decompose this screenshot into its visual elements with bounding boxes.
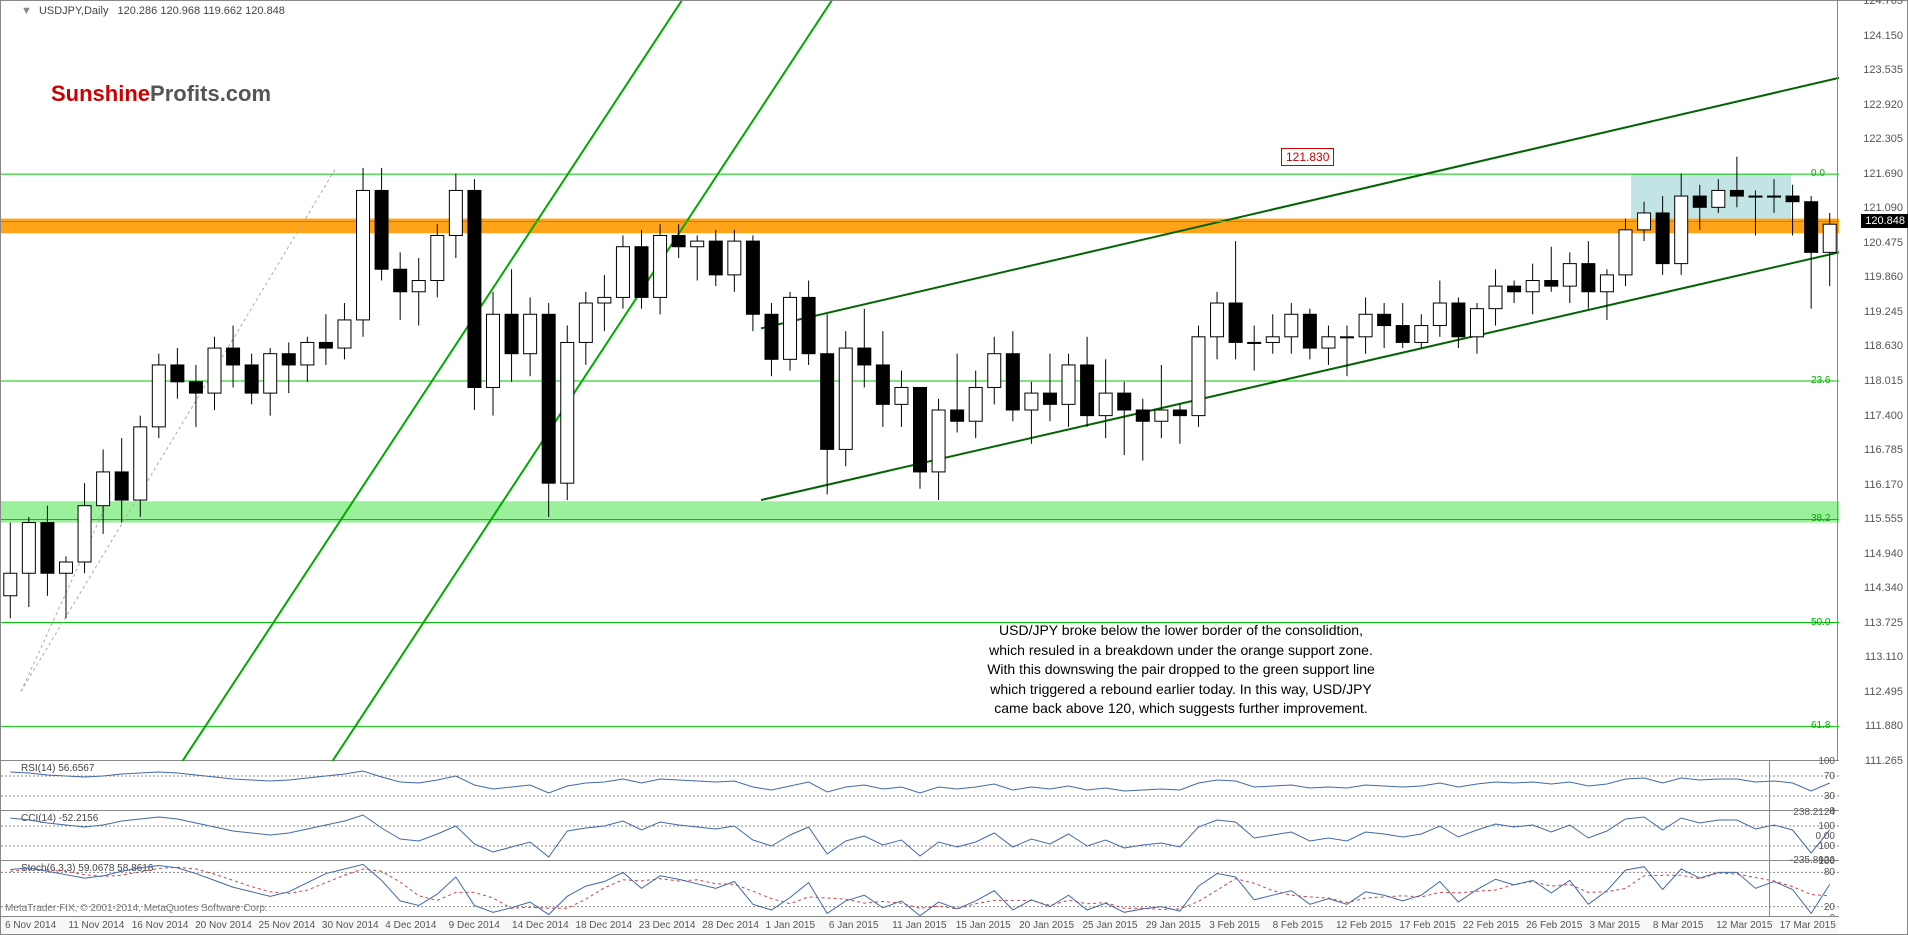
- chart-annotation: USD/JPY broke below the lower border of …: [871, 621, 1491, 719]
- stoch-axis: 10080200: [1769, 861, 1839, 918]
- cci-axis: 238.21241000.00-100-235.8926: [1769, 811, 1839, 861]
- stoch-svg: [1, 861, 1839, 918]
- price-axis: 120.848 124.765124.150123.535122.920122.…: [1837, 1, 1907, 761]
- chart-container: ▼ USDJPY,Daily 120.286 120.968 119.662 1…: [0, 0, 1908, 935]
- cci-svg: [1, 811, 1839, 861]
- stoch-panel[interactable]: Stoch(6,3,3) 59.0678 58.8616 10080200: [1, 861, 1839, 918]
- current-price-flag: 120.848: [1861, 214, 1908, 228]
- rsi-panel[interactable]: RSI(14) 56.6567 10070300: [1, 761, 1839, 811]
- price-highlight-box: 121.830: [1281, 148, 1334, 166]
- rsi-axis: 10070300: [1769, 761, 1839, 811]
- copyright-text: MetaTrader FIX, © 2001-2014, MetaQuotes …: [5, 903, 268, 914]
- date-axis: 6 Nov 201411 Nov 201416 Nov 201420 Nov 2…: [1, 916, 1839, 934]
- rsi-svg: [1, 761, 1839, 811]
- main-price-chart[interactable]: ▼ USDJPY,Daily 120.286 120.968 119.662 1…: [1, 1, 1839, 761]
- cci-panel[interactable]: CCI(14) -52.2156 238.21241000.00-100-235…: [1, 811, 1839, 861]
